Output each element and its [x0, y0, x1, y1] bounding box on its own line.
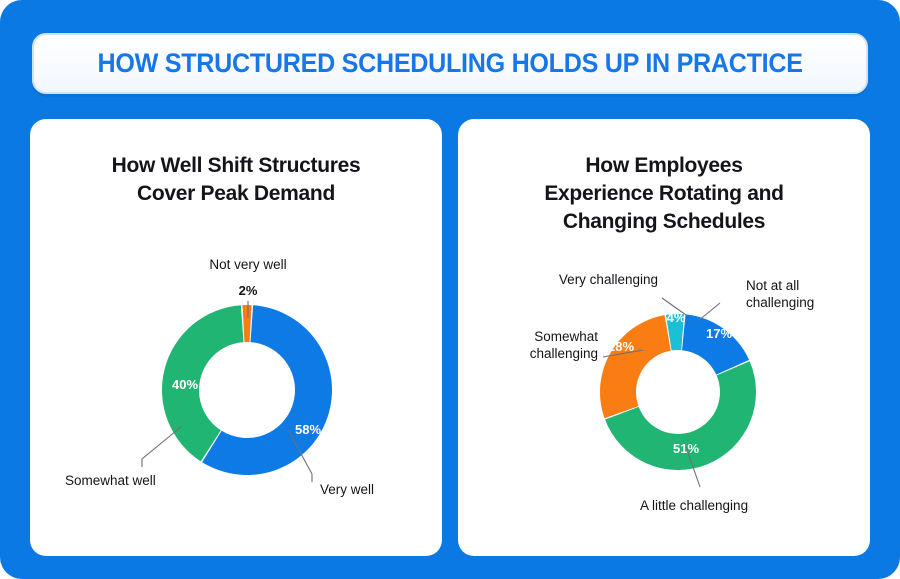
leader-line-not-at-all-challenging	[697, 302, 721, 322]
leader-line-very-challenging	[661, 297, 687, 316]
donut-leaders-left	[141, 301, 313, 482]
chart-title-right: How Employees Experience Rotating and Ch…	[458, 152, 870, 236]
slice-percent-label: 2%	[239, 283, 258, 298]
donut-slices-right	[600, 314, 756, 470]
donut-leaders-right	[602, 297, 721, 488]
chart-title-right-line1: How Employees	[585, 154, 743, 177]
chart-card-right: How Employees Experience Rotating and Ch…	[458, 119, 870, 556]
slice-percent-label: 28%	[608, 339, 634, 354]
slice-category-label: A little challenging	[640, 498, 748, 513]
donut-slices-left	[162, 305, 333, 475]
leader-line-very-well	[287, 429, 313, 482]
donut-svg-left: 58% 40% 2% Very well Somewhat well Not very w…	[65, 257, 374, 497]
donut-chart-left: 58% 40% 2% Very well Somewhat well Not very w…	[30, 119, 442, 556]
slice-category-label: Somewhat	[534, 329, 598, 344]
slice-percent-label: 40%	[172, 377, 198, 392]
donut-slice	[682, 314, 750, 375]
chart-title-left-line1: How Well Shift Structures	[111, 154, 361, 177]
header-banner: HOW STRUCTURED SCHEDULING HOLDS UP IN PR…	[32, 33, 868, 94]
donut-slice	[242, 305, 252, 343]
donut-slice	[202, 305, 333, 475]
chart-title-left-line2: Cover Peak Demand	[137, 181, 335, 205]
donut-labels-left: 58% 40% 2% Very well Somewhat well Not very w…	[65, 257, 374, 497]
slice-category-label: Very well	[320, 482, 374, 497]
slice-percent-label: 51%	[673, 441, 699, 456]
donut-slice	[605, 361, 756, 470]
donut-slice	[162, 305, 244, 462]
slice-category-label: Not at all	[746, 278, 799, 293]
chart-title-left: How Well Shift Structures Cover Peak Dem…	[30, 152, 442, 208]
slice-category-label: Not very well	[209, 257, 286, 272]
donut-slice	[600, 315, 671, 419]
slice-category-label: Somewhat well	[65, 473, 156, 488]
chart-title-right-line2: Experience Rotating and	[544, 181, 784, 205]
donut-slice	[665, 314, 685, 351]
slice-category-label: challenging	[746, 295, 814, 310]
leader-line-somewhat-challenging	[602, 349, 644, 358]
donut-labels-right: 17% 51% 28% 4% Not at all challenging A little…	[530, 272, 815, 513]
leader-line-a-little-challenging	[685, 446, 701, 488]
donut-svg-right: 17% 51% 28% 4% Not at all challenging A little…	[530, 272, 815, 513]
chart-title-right-line3: Changing Schedules	[562, 209, 766, 233]
slice-percent-label: 17%	[706, 326, 732, 341]
chart-card-left: How Well Shift Structures Cover Peak Dem…	[30, 119, 442, 556]
leader-line-somewhat-well	[141, 425, 183, 467]
page-title: HOW STRUCTURED SCHEDULING HOLDS UP IN PR…	[97, 48, 803, 78]
slice-category-label: challenging	[530, 346, 598, 361]
slice-category-label: Very challenging	[559, 272, 658, 287]
donut-chart-right: 17% 51% 28% 4% Not at all challenging A little…	[458, 119, 870, 556]
slice-percent-label: 58%	[295, 422, 321, 437]
slice-percent-label: 4%	[667, 310, 686, 325]
